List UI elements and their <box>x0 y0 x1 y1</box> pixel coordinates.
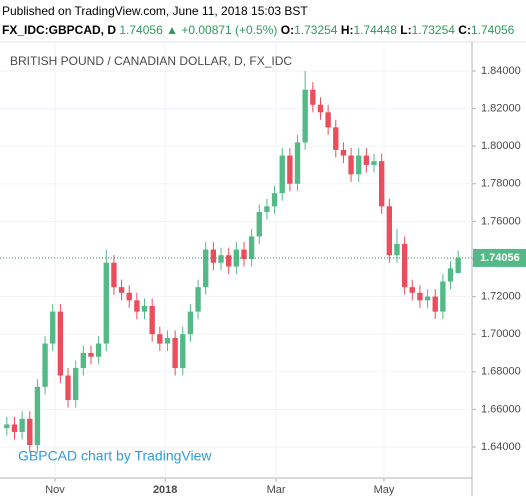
candle-body <box>271 193 278 207</box>
x-tick-label: 2018 <box>153 484 177 496</box>
candle-body <box>287 155 293 184</box>
candle-body <box>103 262 109 344</box>
candle-body <box>111 262 117 288</box>
watermark: GBPCAD chart by TradingView <box>18 448 212 464</box>
candle-body <box>371 161 377 165</box>
candle-body <box>19 418 25 432</box>
candle-body <box>141 305 148 312</box>
x-tick-label: May <box>374 484 395 496</box>
last-price-label: 1.74056 <box>480 252 520 264</box>
published: Published on TradingView.com, June 11, 2… <box>2 4 308 18</box>
candle-body <box>401 243 408 288</box>
y-tick-label: 1.72000 <box>481 290 521 302</box>
candle-body <box>27 418 33 446</box>
candle-body <box>225 255 232 267</box>
candle-body <box>264 206 270 212</box>
candle-body <box>11 424 18 432</box>
candle-body <box>248 236 255 259</box>
candle-body <box>333 127 339 150</box>
candle-body <box>233 249 240 267</box>
ohlc-key: H: <box>341 23 354 37</box>
candle-body <box>424 296 431 301</box>
candle-body <box>294 142 301 184</box>
x-tick-label: Mar <box>267 484 286 496</box>
ohlc-key: O: <box>281 23 294 37</box>
ohlc-key: C: <box>458 23 471 37</box>
candle-body <box>88 352 94 357</box>
chart-title: BRITISH POUND / CANADIAN DOLLAR, D, FX_I… <box>10 54 292 68</box>
candle-body <box>348 155 354 175</box>
ohlc-val: 1.74448 <box>354 23 398 37</box>
candle-body <box>378 161 385 207</box>
candle-body <box>65 375 71 400</box>
symbol-line: FX_IDC:GBPCAD, D 1.74056 ▲ +0.00871 (+0.… <box>2 23 515 37</box>
ohlc-val: 1.74056 <box>471 23 515 37</box>
candle-body <box>218 255 224 263</box>
candle-body <box>210 249 217 263</box>
candle-body <box>302 89 308 143</box>
plot <box>0 70 472 453</box>
candle-body <box>317 104 324 113</box>
candle-body <box>95 343 102 357</box>
x-tick-label: Nov <box>45 484 65 496</box>
candle-body <box>432 296 438 312</box>
candle-body <box>447 268 454 282</box>
candle-body <box>157 334 163 344</box>
candle-body <box>126 292 132 301</box>
y-tick-label: 1.80000 <box>481 140 521 152</box>
candle-body <box>409 287 415 293</box>
candle-body <box>149 305 155 335</box>
y-tick-label: 1.66000 <box>481 403 521 415</box>
arrow: ▲ <box>166 23 178 37</box>
candle-body <box>279 155 285 194</box>
candle-body <box>386 206 393 256</box>
ohlc-key: L: <box>400 23 411 37</box>
candle-body <box>118 287 125 293</box>
candle-body <box>50 311 56 344</box>
candle-body <box>455 257 461 273</box>
candle-body <box>34 386 41 446</box>
candle-body <box>417 292 423 301</box>
grid <box>0 42 472 478</box>
candle-body <box>363 155 370 165</box>
candle-body <box>4 424 10 429</box>
candle-body <box>164 337 171 344</box>
candle-body <box>134 300 140 312</box>
candle-body <box>241 249 247 259</box>
candle-body <box>440 281 446 312</box>
y-tick-label: 1.82000 <box>481 102 521 114</box>
candle-body <box>180 334 186 369</box>
candle-body <box>80 352 87 369</box>
candle-body <box>187 311 194 335</box>
candle-body <box>195 287 201 312</box>
y-tick-label: 1.84000 <box>481 65 521 77</box>
candle-body <box>172 337 178 369</box>
y-tick-label: 1.76000 <box>481 215 521 227</box>
candle-body <box>356 155 362 175</box>
candle-body <box>394 243 400 256</box>
candle-body <box>340 149 347 156</box>
y-tick-label: 1.70000 <box>481 328 521 340</box>
y-tick-label: 1.78000 <box>481 178 521 190</box>
candle-body <box>325 112 331 128</box>
price: 1.74056 <box>119 23 163 37</box>
candle-body <box>310 89 316 105</box>
symbol: FX_IDC:GBPCAD, D <box>2 23 116 37</box>
change: +0.00871 (+0.5%) <box>181 23 277 37</box>
ohlc-val: 1.73254 <box>294 23 338 37</box>
ohlc-val: 1.73254 <box>412 23 456 37</box>
candle-body <box>42 343 48 387</box>
last-price-box <box>473 248 526 267</box>
candle-body <box>72 368 79 400</box>
y-tick-label: 1.68000 <box>481 366 521 378</box>
candle-body <box>256 211 262 237</box>
candle-body <box>203 249 209 288</box>
candle-body <box>57 311 64 376</box>
y-tick-label: 1.64000 <box>481 441 521 453</box>
